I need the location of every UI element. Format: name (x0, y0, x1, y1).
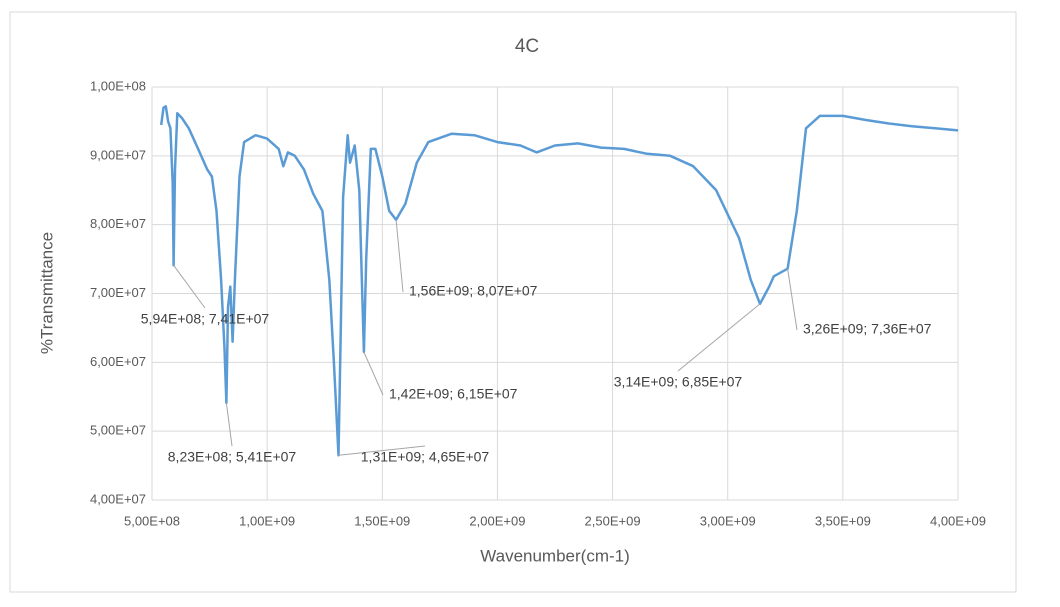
x-tick-label: 1,50E+09 (354, 513, 410, 528)
x-tick-label: 5,00E+08 (124, 513, 180, 528)
chart-title: 4C (515, 36, 539, 57)
y-tick-label: 9,00E+07 (90, 147, 146, 162)
annotation: 1,31E+09; 4,65E+07 (361, 449, 490, 465)
annotation: 3,14E+09; 6,85E+07 (614, 374, 743, 390)
x-tick-label: 2,00E+09 (469, 513, 525, 528)
leader-line (225, 402, 233, 447)
y-tick-label: 1,00E+08 (90, 78, 146, 93)
data-line (159, 105, 959, 457)
y-tick-label: 6,00E+07 (90, 354, 146, 369)
leader-line (677, 303, 761, 372)
annotation: 5,94E+08; 7,41E+07 (141, 311, 270, 327)
leader-line (363, 351, 384, 396)
x-tick-label: 2,50E+09 (585, 513, 641, 528)
x-axis-label: Wavenumber(cm-1) (480, 546, 630, 565)
y-tick-label: 7,00E+07 (90, 285, 146, 300)
leader-line (395, 219, 404, 293)
leader-line (338, 445, 426, 456)
y-tick-label: 8,00E+07 (90, 216, 146, 231)
y-axis-label: %Transmittance (37, 232, 56, 354)
x-tick-label: 3,00E+09 (700, 513, 756, 528)
annotation: 3,26E+09; 7,36E+07 (803, 321, 932, 337)
y-tick-label: 4,00E+07 (90, 491, 146, 506)
y-tick-label: 5,00E+07 (90, 423, 146, 438)
leader-line (173, 264, 206, 309)
leader-line (787, 268, 798, 331)
chart-frame (9, 11, 1017, 593)
annotation: 1,56E+09; 8,07E+07 (409, 283, 538, 299)
annotation: 8,23E+08; 5,41E+07 (168, 449, 297, 465)
x-tick-label: 4,00E+09 (930, 513, 986, 528)
annotation: 1,42E+09; 6,15E+07 (389, 386, 518, 402)
x-tick-label: 1,00E+09 (239, 513, 295, 528)
x-tick-label: 3,50E+09 (815, 513, 871, 528)
